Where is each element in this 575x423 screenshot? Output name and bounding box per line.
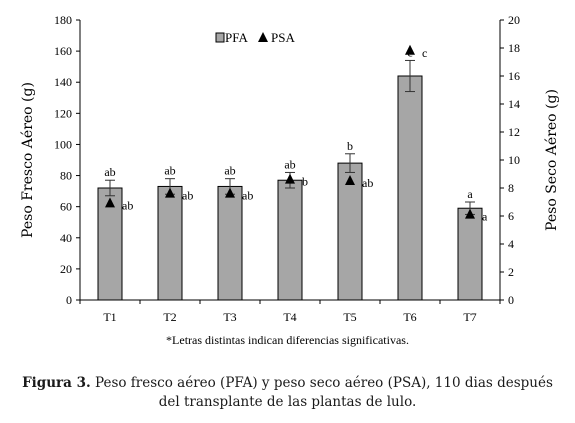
figure-caption: Figura 3. Peso fresco aéreo (PFA) y peso… <box>20 374 555 412</box>
bar <box>397 75 423 301</box>
legend-swatch-pfa <box>215 32 225 43</box>
y2-tick-label: 12 <box>508 125 520 139</box>
y-tick-label: 100 <box>54 137 72 151</box>
marker-letter-label: b <box>302 175 308 189</box>
marker-letter-label: ab <box>242 189 253 203</box>
bar <box>157 185 183 301</box>
y-tick-label: 80 <box>60 169 72 183</box>
y-tick-label: 160 <box>54 44 72 58</box>
psa-marker <box>225 187 235 198</box>
y2-tick-label: 2 <box>508 265 514 279</box>
psa-marker <box>165 187 175 198</box>
legend-marker-psa <box>258 32 268 42</box>
marker-letter-label: ab <box>362 176 373 190</box>
caption-label: Figura 3. <box>22 375 91 391</box>
bar <box>217 185 243 301</box>
marker-letter-label: c <box>422 46 427 60</box>
x-tick-label: T4 <box>283 310 296 324</box>
x-tick-label: T7 <box>463 310 476 324</box>
x-tick-label: T6 <box>403 310 416 324</box>
y2-tick-label: 0 <box>508 293 514 307</box>
marker-letter-label: a <box>482 210 488 224</box>
y2-tick-label: 18 <box>508 41 520 55</box>
caption-text: Peso fresco aéreo (PFA) y peso seco aére… <box>90 375 553 410</box>
x-tick-label: T1 <box>103 310 116 324</box>
legend: PFA PSA <box>215 30 295 45</box>
marker-letter-label: ab <box>122 198 133 212</box>
legend-label-psa: PSA <box>271 30 295 45</box>
marker-letter-label: ab <box>182 189 193 203</box>
y-tick-label: 20 <box>60 262 72 276</box>
y-tick-label: 40 <box>60 231 72 245</box>
bar-letter-label: b <box>347 139 353 153</box>
x-tick-label: T3 <box>223 310 236 324</box>
y-tick-label: 60 <box>60 200 72 214</box>
y-tick-label: 120 <box>54 106 72 120</box>
y2-tick-label: 10 <box>508 153 520 167</box>
psa-marker <box>405 44 415 55</box>
y2-tick-label: 20 <box>508 13 520 27</box>
chart: 0 20 40 60 80 100 120 140 160 180 0 2 4 6 8 10 12 14 16 18 2… <box>20 13 560 324</box>
y2-axis-title: Peso Seco Aéreo (g) <box>544 89 560 231</box>
bar-letter-label: ab <box>284 157 295 171</box>
psa-marker <box>285 173 295 184</box>
psa-marker <box>345 175 355 185</box>
legend-label-pfa: PFA <box>225 30 248 45</box>
y2-tick-label: 6 <box>508 209 514 223</box>
y2-tick-label: 8 <box>508 181 514 195</box>
y2-tick-label: 4 <box>508 237 514 251</box>
bar-letter-label: ab <box>224 164 235 178</box>
y-tick-label: 140 <box>54 75 72 89</box>
footnote: *Letras distintas indican diferencias si… <box>166 333 409 347</box>
y-axis-title: Peso Fresco Aéreo (g) <box>20 82 36 238</box>
y2-tick-label: 16 <box>508 69 520 83</box>
psa-marker <box>465 208 475 219</box>
bar <box>457 207 483 301</box>
bar-letter-label: ab <box>164 164 175 178</box>
psa-marker <box>105 197 115 208</box>
y-tick-label: 180 <box>54 13 72 27</box>
y-tick-label: 0 <box>66 293 72 307</box>
bar-letter-label: ab <box>104 165 115 179</box>
x-tick-label: T5 <box>343 310 356 324</box>
bar <box>277 179 303 301</box>
bar-letter-label: a <box>467 187 473 201</box>
x-tick-label: T2 <box>163 310 176 324</box>
y2-tick-label: 14 <box>508 97 520 111</box>
plot-area: 0 20 40 60 80 100 120 140 160 180 0 2 4 6 8 10 12 14 16 18 2… <box>54 13 520 324</box>
